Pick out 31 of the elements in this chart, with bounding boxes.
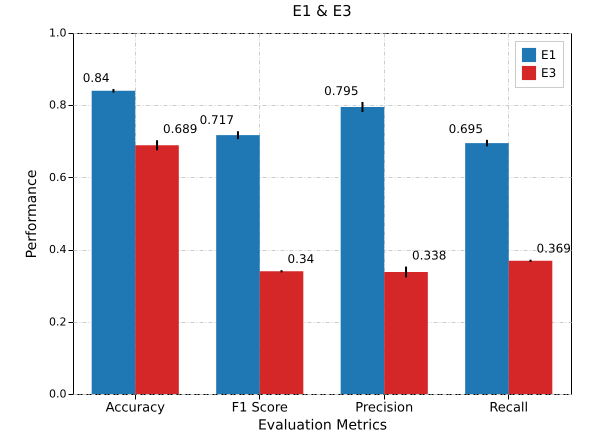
- y-tick-label: 0.2: [49, 315, 66, 328]
- bar: [135, 145, 179, 394]
- bar: [92, 90, 136, 394]
- y-tick-label: 0.0: [49, 388, 66, 400]
- data-label: 0.717: [200, 113, 234, 128]
- y-tick-label: 0.4: [49, 243, 66, 256]
- bar: [340, 107, 384, 394]
- bar: [508, 260, 552, 394]
- data-label: 0.34: [288, 252, 314, 266]
- legend-label: E3: [541, 66, 556, 80]
- y-tick-label: 0.8: [49, 98, 66, 112]
- bar: [384, 272, 428, 394]
- bar: [260, 271, 304, 394]
- data-label: 0.689: [163, 122, 198, 136]
- data-label: 0.338: [412, 248, 446, 263]
- data-label: 0.695: [448, 122, 483, 136]
- data-label: 0.795: [324, 84, 358, 98]
- x-tick-label: Recall: [489, 400, 528, 416]
- x-tick-label: F1 Score: [232, 400, 288, 416]
- data-label: 0.84: [82, 70, 110, 85]
- bar: [465, 143, 509, 394]
- bar: [216, 135, 260, 394]
- y-tick-label: 1.0: [49, 26, 66, 40]
- y-tick-label: 0.6: [49, 170, 66, 184]
- y-axis-title: Performance: [24, 170, 40, 258]
- legend-label: E1: [541, 48, 556, 62]
- x-tick-label: Precision: [355, 400, 414, 416]
- x-axis-title: Evaluation Metrics: [258, 418, 388, 434]
- x-tick-label: Accuracy: [106, 400, 166, 416]
- chart-title: E1 & E3: [292, 2, 352, 20]
- data-label: 0.369: [536, 242, 571, 256]
